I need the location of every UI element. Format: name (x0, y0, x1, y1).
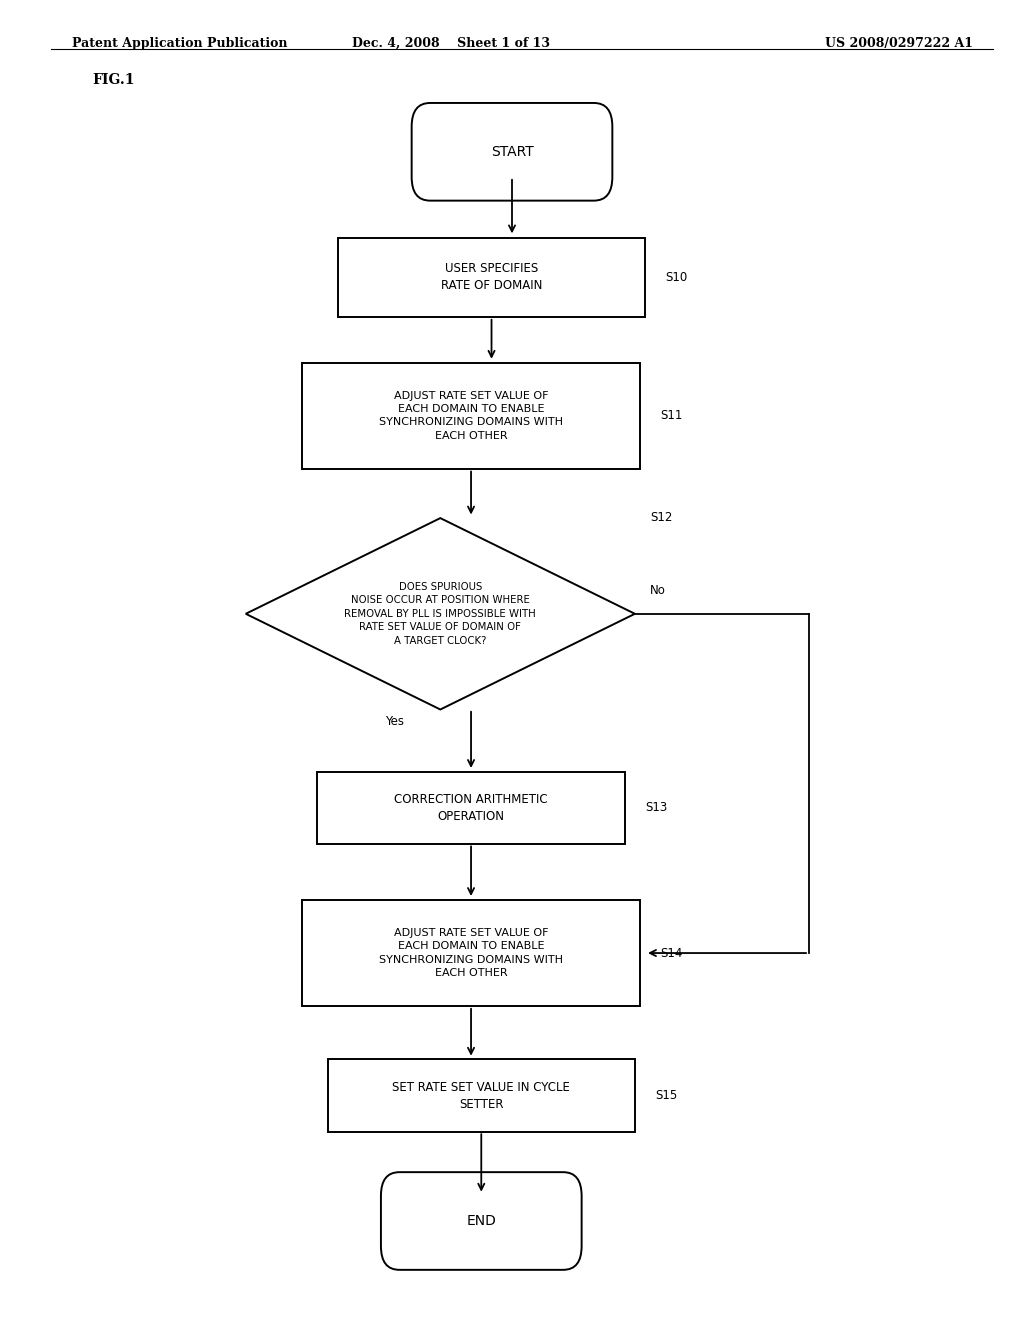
Text: US 2008/0297222 A1: US 2008/0297222 A1 (824, 37, 973, 50)
Text: S13: S13 (645, 801, 668, 814)
Text: ADJUST RATE SET VALUE OF
EACH DOMAIN TO ENABLE
SYNCHRONIZING DOMAINS WITH
EACH O: ADJUST RATE SET VALUE OF EACH DOMAIN TO … (379, 391, 563, 441)
Text: S12: S12 (650, 511, 673, 524)
Text: CORRECTION ARITHMETIC
OPERATION: CORRECTION ARITHMETIC OPERATION (394, 793, 548, 822)
Text: START: START (490, 145, 534, 158)
Text: Patent Application Publication: Patent Application Publication (72, 37, 287, 50)
Text: USER SPECIFIES
RATE OF DOMAIN: USER SPECIFIES RATE OF DOMAIN (441, 263, 542, 292)
Text: DOES SPURIOUS
NOISE OCCUR AT POSITION WHERE
REMOVAL BY PLL IS IMPOSSIBLE WITH
RA: DOES SPURIOUS NOISE OCCUR AT POSITION WH… (344, 582, 537, 645)
FancyBboxPatch shape (412, 103, 612, 201)
Bar (302, 900, 640, 1006)
Text: No: No (650, 583, 667, 597)
Text: S15: S15 (655, 1089, 678, 1102)
Text: SET RATE SET VALUE IN CYCLE
SETTER: SET RATE SET VALUE IN CYCLE SETTER (392, 1081, 570, 1110)
Text: Yes: Yes (385, 715, 404, 729)
Text: S14: S14 (660, 946, 683, 960)
Bar (328, 1059, 635, 1131)
Text: END: END (466, 1214, 497, 1228)
Bar (338, 238, 645, 317)
Text: S10: S10 (666, 271, 688, 284)
Polygon shape (246, 517, 635, 710)
Text: Dec. 4, 2008    Sheet 1 of 13: Dec. 4, 2008 Sheet 1 of 13 (351, 37, 550, 50)
Bar (302, 363, 640, 469)
Text: S11: S11 (660, 409, 683, 422)
Text: ADJUST RATE SET VALUE OF
EACH DOMAIN TO ENABLE
SYNCHRONIZING DOMAINS WITH
EACH O: ADJUST RATE SET VALUE OF EACH DOMAIN TO … (379, 928, 563, 978)
Bar (317, 771, 625, 845)
Text: FIG.1: FIG.1 (92, 73, 135, 87)
FancyBboxPatch shape (381, 1172, 582, 1270)
